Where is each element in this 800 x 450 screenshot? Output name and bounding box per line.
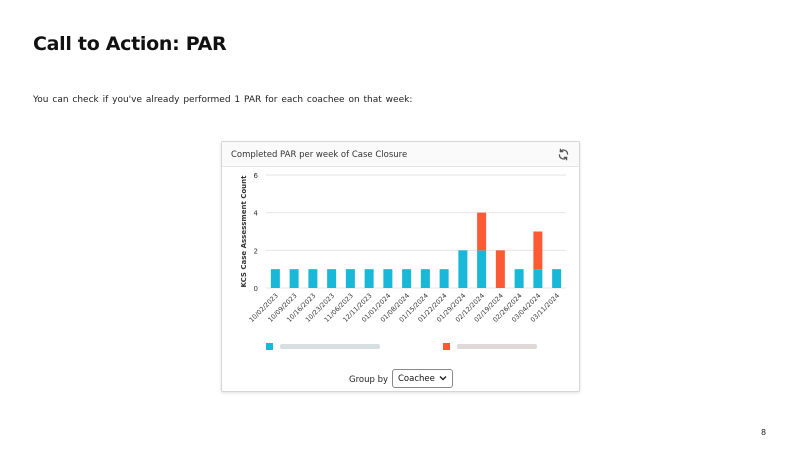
legend-label-blurred — [280, 344, 380, 349]
y-tick-label: 0 — [254, 285, 258, 293]
card-title: Completed PAR per week of Case Closure — [231, 150, 408, 160]
page-number: 8 — [761, 428, 767, 437]
bar-segment — [420, 269, 430, 288]
bar-segment — [514, 269, 524, 288]
legend-label-blurred — [457, 344, 537, 349]
bar-segment — [308, 269, 318, 288]
bar-segment — [345, 269, 355, 288]
bar-segment — [533, 269, 543, 288]
y-axis-label: KCS Case Assessment Count — [240, 175, 248, 288]
group-by-label: Group by — [349, 375, 389, 385]
refresh-icon[interactable] — [557, 148, 570, 161]
group-by-row: Group by Coachee — [222, 369, 579, 389]
bar-segment — [458, 250, 468, 288]
y-tick-label: 2 — [254, 247, 258, 255]
legend-swatch-series-1 — [266, 343, 273, 350]
legend-swatch-series-2 — [443, 343, 450, 350]
bar-segment — [495, 250, 505, 288]
bar-segment — [327, 269, 337, 288]
chevron-down-icon — [439, 376, 447, 381]
chart-card: Completed PAR per week of Case Closure 0… — [221, 141, 580, 392]
bar-segment — [552, 269, 562, 288]
bar-segment — [477, 212, 487, 251]
bar-segment — [383, 269, 393, 288]
group-by-select[interactable]: Coachee — [392, 369, 453, 388]
slide-body-text: You can check if you've already performe… — [33, 95, 413, 105]
bar-segment — [270, 269, 280, 288]
bar-segment — [477, 250, 487, 288]
bar-segment — [402, 269, 412, 288]
bar-segment — [289, 269, 299, 288]
group-by-value: Coachee — [398, 374, 435, 384]
slide-title: Call to Action: PAR — [33, 33, 227, 55]
y-tick-label: 4 — [254, 210, 259, 218]
bar-segment — [364, 269, 374, 288]
bar-segment — [439, 269, 449, 288]
card-header: Completed PAR per week of Case Closure — [222, 142, 579, 167]
y-tick-label: 6 — [254, 172, 259, 180]
bar-segment — [533, 231, 543, 270]
